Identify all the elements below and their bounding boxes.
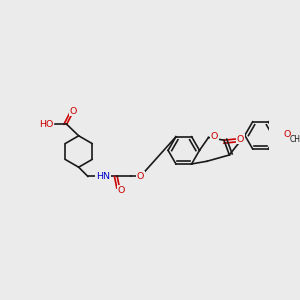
Text: O: O — [237, 135, 244, 144]
Text: O: O — [211, 132, 218, 141]
Text: HN: HN — [96, 172, 110, 181]
Text: O: O — [117, 186, 124, 195]
Text: O: O — [69, 107, 76, 116]
Text: CH₃: CH₃ — [290, 135, 300, 144]
Text: O: O — [284, 130, 291, 139]
Text: O: O — [137, 172, 144, 181]
Text: HO: HO — [39, 120, 54, 129]
